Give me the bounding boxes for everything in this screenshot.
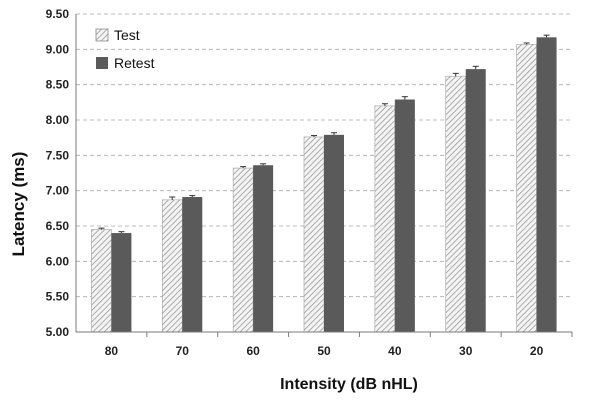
y-tick-label: 6.00 bbox=[46, 254, 70, 268]
x-axis-title: Intensity (dB nHL) bbox=[280, 376, 418, 393]
bar-test-80 bbox=[91, 229, 112, 333]
y-tick-label: 5.00 bbox=[46, 325, 70, 339]
x-tick-label: 30 bbox=[459, 344, 473, 358]
x-tick-label: 50 bbox=[317, 344, 331, 358]
bar-test-20 bbox=[516, 44, 537, 333]
x-tick-label: 40 bbox=[388, 344, 402, 358]
legend: Test Retest bbox=[95, 27, 155, 71]
bar-test-70 bbox=[161, 199, 183, 333]
x-tick-label: 80 bbox=[105, 344, 119, 358]
legend-swatch-test bbox=[95, 28, 109, 42]
bar-test-50 bbox=[303, 136, 325, 333]
x-tick-label: 70 bbox=[176, 344, 190, 358]
bars bbox=[91, 34, 557, 333]
x-tick-label: 60 bbox=[246, 344, 260, 358]
bar-retest-60 bbox=[253, 165, 274, 332]
bar-retest-50 bbox=[324, 134, 344, 332]
legend-label-test: Test bbox=[114, 27, 140, 43]
y-tick-label: 5.50 bbox=[46, 290, 70, 304]
bar-test-60 bbox=[232, 167, 254, 333]
legend-swatch-retest bbox=[96, 57, 108, 69]
y-tick-label: 7.00 bbox=[46, 184, 70, 198]
y-tick-label: 9.50 bbox=[46, 7, 70, 21]
y-tick-label: 8.00 bbox=[46, 113, 70, 127]
bar-retest-80 bbox=[111, 233, 132, 332]
tick-labels: 5.00 5.50 6.00 6.50 7.00 7.50 8.00 8.50 9.00 9.50… bbox=[46, 7, 544, 358]
bar-retest-70 bbox=[182, 197, 203, 332]
y-tick-label: 9.00 bbox=[46, 42, 70, 56]
bar-retest-20 bbox=[536, 37, 557, 332]
y-axis-title: Latency (ms) bbox=[9, 152, 28, 257]
y-tick-label: 7.50 bbox=[46, 148, 70, 162]
bar-test-40 bbox=[374, 105, 396, 333]
y-tick-label: 6.50 bbox=[46, 219, 70, 233]
bar-retest-30 bbox=[465, 69, 486, 333]
legend-label-retest: Retest bbox=[114, 55, 155, 71]
x-tick-label: 20 bbox=[530, 344, 544, 358]
bar-test-30 bbox=[445, 75, 467, 333]
y-tick-label: 8.50 bbox=[46, 78, 70, 92]
axes bbox=[75, 14, 573, 337]
bar-retest-40 bbox=[394, 99, 415, 332]
